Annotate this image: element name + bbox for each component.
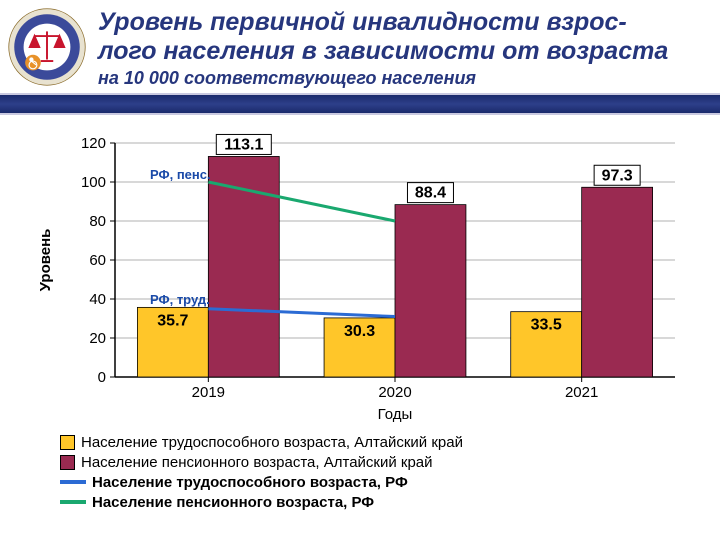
svg-text:80: 80 [89, 213, 106, 230]
legend-label: Население трудоспособного возраста, Алта… [81, 434, 463, 451]
svg-text:Уровень: Уровень [37, 228, 54, 291]
legend-label: Население пенсионного возраста, РФ [92, 494, 374, 511]
legend-item-working-altai: Население трудоспособного возраста, Алта… [60, 434, 720, 451]
title-line1: Уровень первичной инвалидности взрос- [98, 8, 708, 37]
legend: Население трудоспособного возраста, Алта… [0, 425, 720, 511]
legend-item-working-rf: Население трудоспособного возраста, РФ [60, 474, 720, 491]
header-ribbon [0, 93, 720, 115]
line-swatch-icon [60, 500, 86, 504]
line-swatch-icon [60, 480, 86, 484]
legend-item-pension-altai: Население пенсионного возраста, Алтайски… [60, 454, 720, 471]
svg-text:0: 0 [98, 369, 106, 386]
svg-text:35.7: 35.7 [157, 312, 188, 329]
svg-text:113.1: 113.1 [224, 136, 263, 153]
svg-text:33.5: 33.5 [531, 316, 562, 333]
svg-text:Годы: Годы [378, 406, 413, 423]
svg-text:120: 120 [81, 135, 106, 152]
title-subtitle: на 10 000 соответствующего населения [98, 68, 708, 89]
swatch-icon [60, 455, 75, 470]
svg-text:100: 100 [81, 174, 106, 191]
svg-text:2021: 2021 [565, 384, 598, 401]
legend-label: Население пенсионного возраста, Алтайски… [81, 454, 433, 471]
legend-label: Население трудоспособного возраста, РФ [92, 474, 408, 491]
swatch-icon [60, 435, 75, 450]
header: Уровень первичной инвалидности взрос- ло… [0, 0, 720, 93]
svg-text:40: 40 [89, 291, 106, 308]
svg-text:2019: 2019 [192, 384, 225, 401]
legend-item-pension-rf: Население пенсионного возраста, РФ [60, 494, 720, 511]
title-line2: лого населения в зависимости от возраста [98, 37, 708, 66]
chart-container: 0 20 40 60 80 100 120 35.7 113.1 2019 30.3 88.4 2020… [0, 115, 720, 425]
svg-text:97.3: 97.3 [602, 167, 633, 184]
svg-text:РФ, труд.: РФ, труд. [150, 291, 210, 306]
org-logo [8, 8, 86, 86]
svg-text:РФ, пенс.: РФ, пенс. [150, 167, 211, 182]
svg-text:20: 20 [89, 330, 106, 347]
svg-text:88.4: 88.4 [415, 184, 446, 201]
svg-text:60: 60 [89, 252, 106, 269]
svg-text:30.3: 30.3 [344, 322, 375, 339]
svg-text:2020: 2020 [378, 384, 411, 401]
bar-chart: 0 20 40 60 80 100 120 35.7 113.1 2019 30.3 88.4 2020… [30, 125, 690, 425]
title-block: Уровень первичной инвалидности взрос- ло… [98, 8, 708, 89]
